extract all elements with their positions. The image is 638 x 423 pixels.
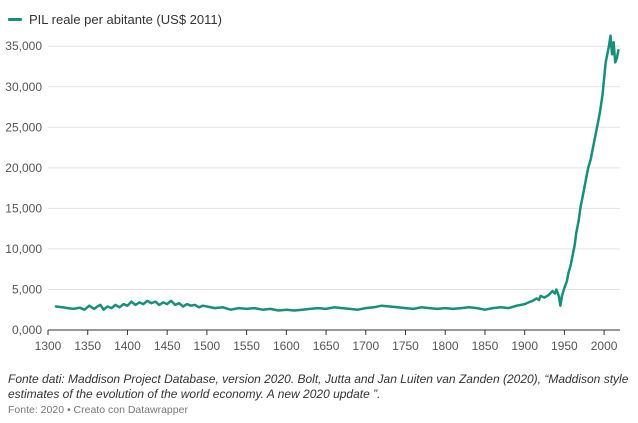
legend-label: PIL reale per abitante (US$ 2011) (29, 12, 222, 27)
x-tick-label: 1850 (472, 339, 499, 353)
x-tick-label: 1350 (74, 339, 101, 353)
y-tick-label: 15,000 (5, 201, 42, 215)
y-tick-label: 30,000 (5, 80, 42, 94)
y-tick-label: 5,000 (12, 282, 42, 296)
x-tick-label: 1450 (154, 339, 181, 353)
x-tick-label: 2000 (591, 339, 618, 353)
x-tick-label: 1700 (352, 339, 379, 353)
y-tick-label: 20,000 (5, 161, 42, 175)
y-tick-label: 35,000 (5, 39, 42, 53)
y-tick-label: 10,000 (5, 242, 42, 256)
data-source-note: Fonte dati: Maddison Project Database, v… (8, 372, 629, 401)
legend-swatch (8, 18, 22, 21)
x-tick-label: 1750 (392, 339, 419, 353)
x-tick-label: 1500 (194, 339, 221, 353)
y-tick-label: 25,000 (5, 120, 42, 134)
x-tick-label: 1300 (35, 339, 62, 353)
x-tick-label: 1800 (432, 339, 459, 353)
x-tick-label: 1600 (273, 339, 300, 353)
x-tick-label: 1400 (114, 339, 141, 353)
y-tick-label: 0,000 (12, 323, 42, 337)
x-tick-label: 1650 (313, 339, 340, 353)
x-tick-label: 1950 (551, 339, 578, 353)
x-tick-label: 1900 (511, 339, 538, 353)
line-chart: 0,000 5,000 10,000 15,000 20,000 25,000 30,000… (5, 34, 620, 353)
chart-legend: PIL reale per abitante (US$ 2011) (8, 12, 222, 27)
series-line (54, 34, 620, 312)
footer-source: Fonte: 2020 • Creato con Datawrapper (8, 404, 188, 416)
x-tick-label: 1550 (233, 339, 260, 353)
